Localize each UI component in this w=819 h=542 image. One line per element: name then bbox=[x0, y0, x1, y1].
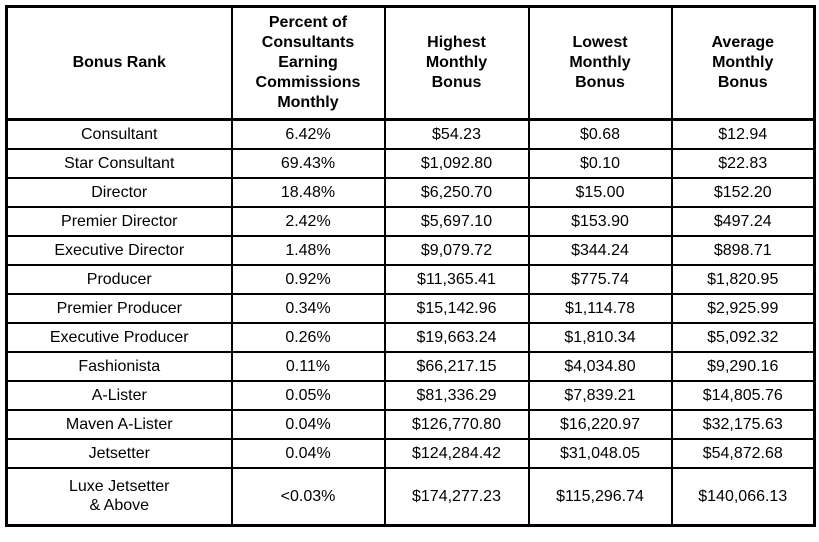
cell-highest: $5,697.10 bbox=[383, 205, 530, 237]
table-row: Jetsetter 0.04% $124,284.42 $31,048.05 $… bbox=[5, 437, 816, 469]
table-body: Consultant 6.42% $54.23 $0.68 $12.94 Sta… bbox=[5, 118, 816, 527]
cell-rank: Executive Producer bbox=[5, 321, 233, 353]
table-row: Luxe Jetsetter & Above <0.03% $174,277.2… bbox=[5, 466, 816, 527]
cell-lowest: $1,810.34 bbox=[527, 321, 673, 353]
cell-lowest: $344.24 bbox=[527, 234, 673, 266]
cell-lowest: $7,839.21 bbox=[527, 379, 673, 411]
table-row: Consultant 6.42% $54.23 $0.68 $12.94 bbox=[5, 118, 816, 150]
cell-highest: $174,277.23 bbox=[383, 466, 530, 527]
cell-rank: Star Consultant bbox=[5, 147, 233, 179]
cell-highest: $54.23 bbox=[383, 118, 530, 150]
cell-highest: $66,217.15 bbox=[383, 350, 530, 382]
cell-highest: $15,142.96 bbox=[383, 292, 530, 324]
cell-percent: <0.03% bbox=[230, 466, 386, 527]
cell-average: $12.94 bbox=[670, 118, 816, 150]
cell-percent: 6.42% bbox=[230, 118, 386, 150]
cell-highest: $124,284.42 bbox=[383, 437, 530, 469]
cell-average: $9,290.16 bbox=[670, 350, 816, 382]
table-row: Fashionista 0.11% $66,217.15 $4,034.80 $… bbox=[5, 350, 816, 382]
cell-lowest: $15.00 bbox=[527, 176, 673, 208]
column-header-lowest-bonus: Lowest Monthly Bonus bbox=[527, 5, 673, 121]
cell-highest: $81,336.29 bbox=[383, 379, 530, 411]
cell-percent: 69.43% bbox=[230, 147, 386, 179]
cell-rank: Consultant bbox=[5, 118, 233, 150]
cell-highest: $6,250.70 bbox=[383, 176, 530, 208]
cell-percent: 0.04% bbox=[230, 437, 386, 469]
column-header-percent-earning: Percent of Consultants Earning Commissio… bbox=[230, 5, 386, 121]
cell-average: $2,925.99 bbox=[670, 292, 816, 324]
cell-rank: Luxe Jetsetter & Above bbox=[5, 466, 233, 527]
cell-rank: Executive Director bbox=[5, 234, 233, 266]
table-row: Director 18.48% $6,250.70 $15.00 $152.20 bbox=[5, 176, 816, 208]
cell-lowest: $0.10 bbox=[527, 147, 673, 179]
cell-rank: Producer bbox=[5, 263, 233, 295]
cell-lowest: $153.90 bbox=[527, 205, 673, 237]
cell-percent: 0.26% bbox=[230, 321, 386, 353]
column-header-average-bonus: Average Monthly Bonus bbox=[670, 5, 816, 121]
table-row: Premier Director 2.42% $5,697.10 $153.90… bbox=[5, 205, 816, 237]
cell-lowest: $775.74 bbox=[527, 263, 673, 295]
cell-rank: A-Lister bbox=[5, 379, 233, 411]
cell-lowest: $16,220.97 bbox=[527, 408, 673, 440]
header-row: Bonus Rank Percent of Consultants Earnin… bbox=[5, 5, 816, 121]
column-header-bonus-rank: Bonus Rank bbox=[5, 5, 233, 121]
cell-percent: 0.92% bbox=[230, 263, 386, 295]
cell-percent: 1.48% bbox=[230, 234, 386, 266]
cell-lowest: $1,114.78 bbox=[527, 292, 673, 324]
table-row: Premier Producer 0.34% $15,142.96 $1,114… bbox=[5, 292, 816, 324]
table-header: Bonus Rank Percent of Consultants Earnin… bbox=[5, 5, 816, 121]
bonus-rank-table: Bonus Rank Percent of Consultants Earnin… bbox=[5, 5, 816, 527]
cell-lowest: $115,296.74 bbox=[527, 466, 673, 527]
cell-percent: 18.48% bbox=[230, 176, 386, 208]
table-row: Star Consultant 69.43% $1,092.80 $0.10 $… bbox=[5, 147, 816, 179]
cell-average: $140,066.13 bbox=[670, 466, 816, 527]
cell-highest: $1,092.80 bbox=[383, 147, 530, 179]
table-row: Producer 0.92% $11,365.41 $775.74 $1,820… bbox=[5, 263, 816, 295]
cell-percent: 0.04% bbox=[230, 408, 386, 440]
cell-rank: Premier Director bbox=[5, 205, 233, 237]
cell-highest: $11,365.41 bbox=[383, 263, 530, 295]
cell-average: $54,872.68 bbox=[670, 437, 816, 469]
cell-rank: Director bbox=[5, 176, 233, 208]
bonus-table-container: Bonus Rank Percent of Consultants Earnin… bbox=[5, 5, 816, 527]
cell-highest: $19,663.24 bbox=[383, 321, 530, 353]
cell-rank: Premier Producer bbox=[5, 292, 233, 324]
table-row: Executive Producer 0.26% $19,663.24 $1,8… bbox=[5, 321, 816, 353]
cell-rank: Fashionista bbox=[5, 350, 233, 382]
cell-percent: 0.05% bbox=[230, 379, 386, 411]
cell-percent: 0.11% bbox=[230, 350, 386, 382]
column-header-highest-bonus: Highest Monthly Bonus bbox=[383, 5, 530, 121]
cell-lowest: $4,034.80 bbox=[527, 350, 673, 382]
cell-average: $14,805.76 bbox=[670, 379, 816, 411]
cell-average: $5,092.32 bbox=[670, 321, 816, 353]
cell-rank: Maven A-Lister bbox=[5, 408, 233, 440]
cell-highest: $9,079.72 bbox=[383, 234, 530, 266]
cell-lowest: $31,048.05 bbox=[527, 437, 673, 469]
cell-average: $22.83 bbox=[670, 147, 816, 179]
table-row: A-Lister 0.05% $81,336.29 $7,839.21 $14,… bbox=[5, 379, 816, 411]
table-row: Executive Director 1.48% $9,079.72 $344.… bbox=[5, 234, 816, 266]
table-row: Maven A-Lister 0.04% $126,770.80 $16,220… bbox=[5, 408, 816, 440]
cell-rank: Jetsetter bbox=[5, 437, 233, 469]
cell-percent: 0.34% bbox=[230, 292, 386, 324]
cell-average: $898.71 bbox=[670, 234, 816, 266]
cell-average: $1,820.95 bbox=[670, 263, 816, 295]
cell-average: $152.20 bbox=[670, 176, 816, 208]
cell-average: $497.24 bbox=[670, 205, 816, 237]
cell-lowest: $0.68 bbox=[527, 118, 673, 150]
cell-highest: $126,770.80 bbox=[383, 408, 530, 440]
cell-average: $32,175.63 bbox=[670, 408, 816, 440]
cell-percent: 2.42% bbox=[230, 205, 386, 237]
